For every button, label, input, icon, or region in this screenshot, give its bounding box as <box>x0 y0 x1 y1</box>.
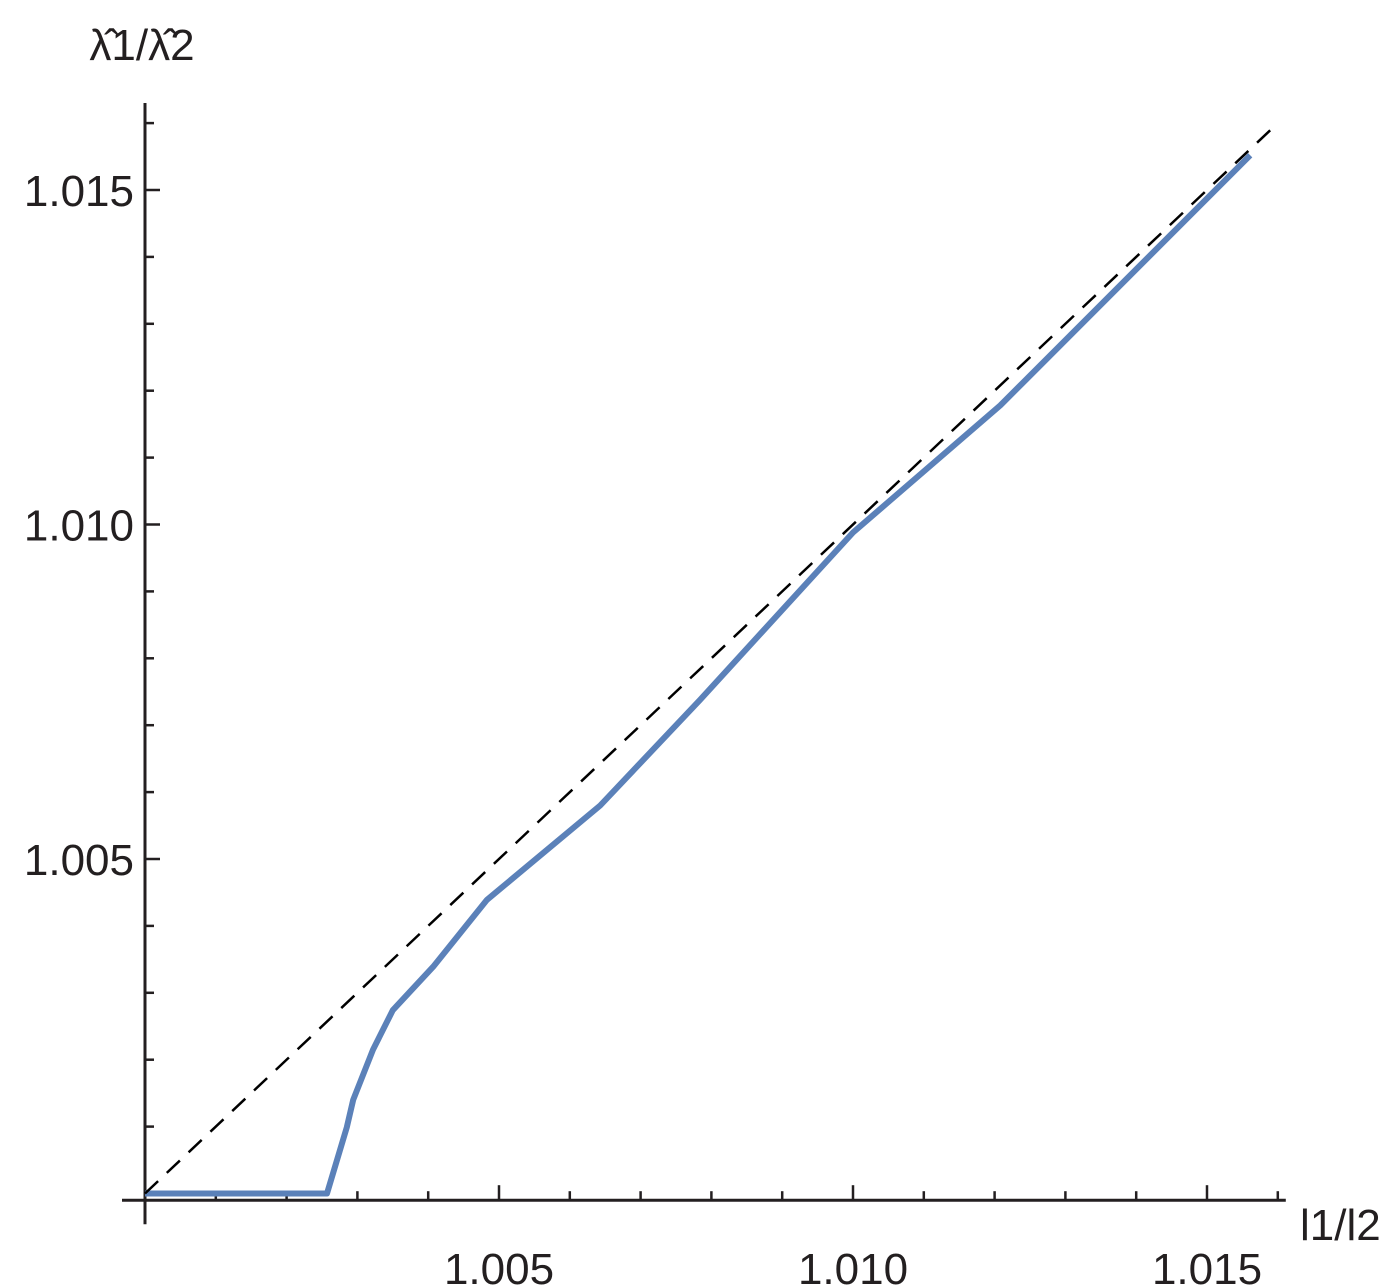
data-curve <box>145 153 1253 1197</box>
x-tick-label: 1.015 <box>1152 1245 1262 1286</box>
y-tick-label: 1.010 <box>24 502 134 551</box>
x-tick-label: 1.010 <box>798 1245 908 1286</box>
y-tick-label: 1.015 <box>24 167 134 216</box>
y-tick-label: 1.005 <box>24 836 134 885</box>
x-tick-label: 1.005 <box>444 1245 554 1286</box>
y-axis-label: λ̂1/λ̂2 <box>89 21 194 70</box>
x-axis-label: l1/l2 <box>1300 1201 1381 1250</box>
reference-line-dashed <box>144 122 1279 1195</box>
